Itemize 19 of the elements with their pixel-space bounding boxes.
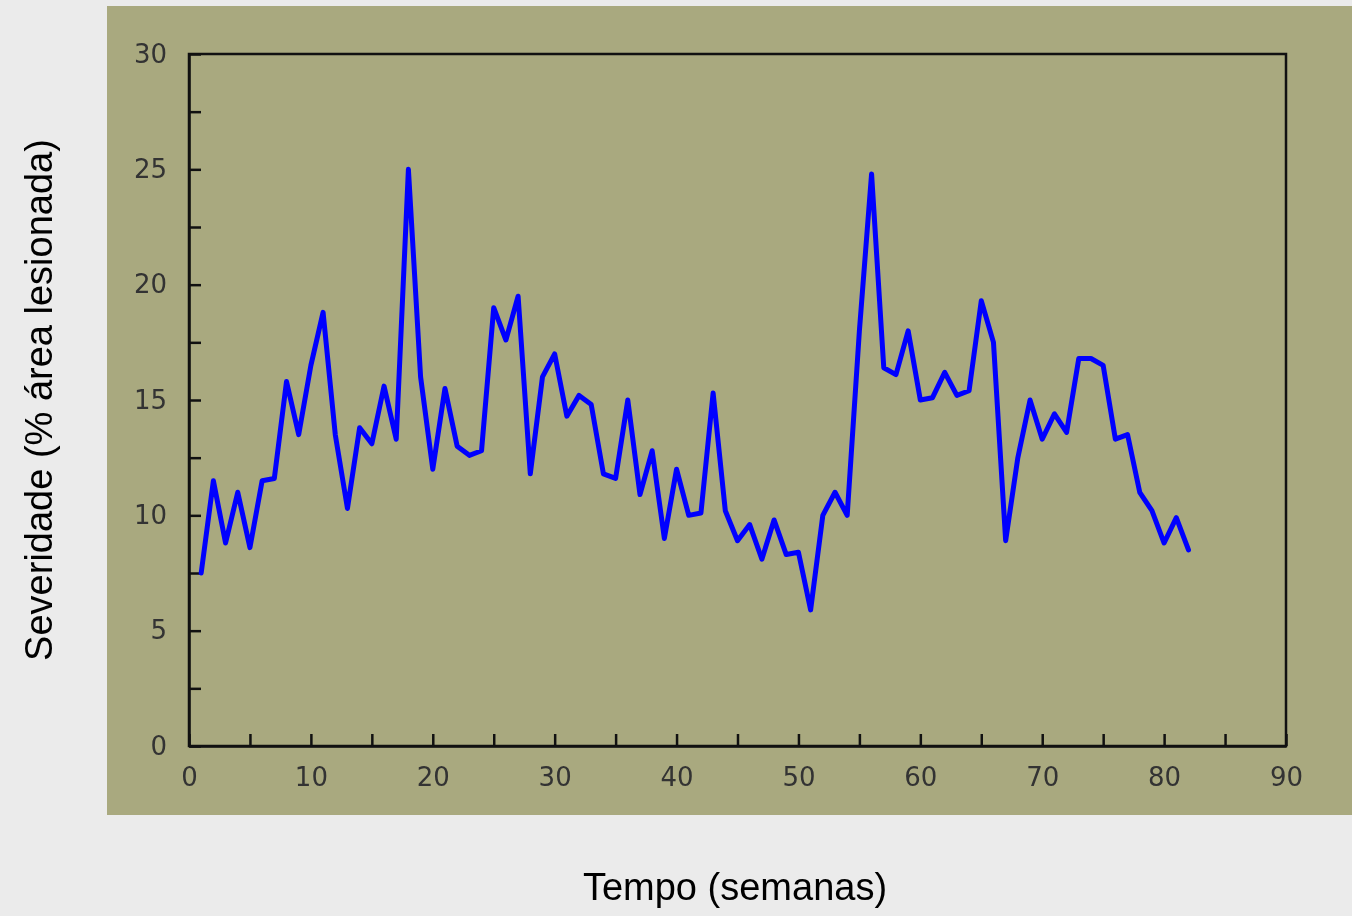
y-tick-label: 5: [150, 615, 167, 646]
x-tick-label: 0: [181, 762, 198, 793]
x-tick-label: 90: [1269, 762, 1304, 793]
x-tick-label: 60: [904, 762, 938, 793]
y-tick-label: 20: [133, 269, 167, 300]
y-axis-title: Severidade (% área lesionada): [18, 139, 60, 661]
x-tick-label: 40: [660, 762, 694, 793]
y-tick-label: 15: [133, 384, 167, 415]
x-tick-label: 20: [416, 762, 450, 793]
x-tick-label: 80: [1148, 762, 1182, 793]
y-tick-label: 30: [133, 38, 167, 69]
x-tick-label: 10: [294, 762, 328, 793]
x-tick-label: 30: [538, 762, 572, 793]
y-tick-label: 0: [150, 730, 167, 761]
y-tick-label: 25: [133, 154, 167, 185]
x-tick-label: 50: [782, 762, 816, 793]
y-tick-label: 10: [133, 500, 167, 531]
x-axis-title: Tempo (semanas): [582, 866, 888, 908]
x-tick-label: 70: [1026, 762, 1060, 793]
